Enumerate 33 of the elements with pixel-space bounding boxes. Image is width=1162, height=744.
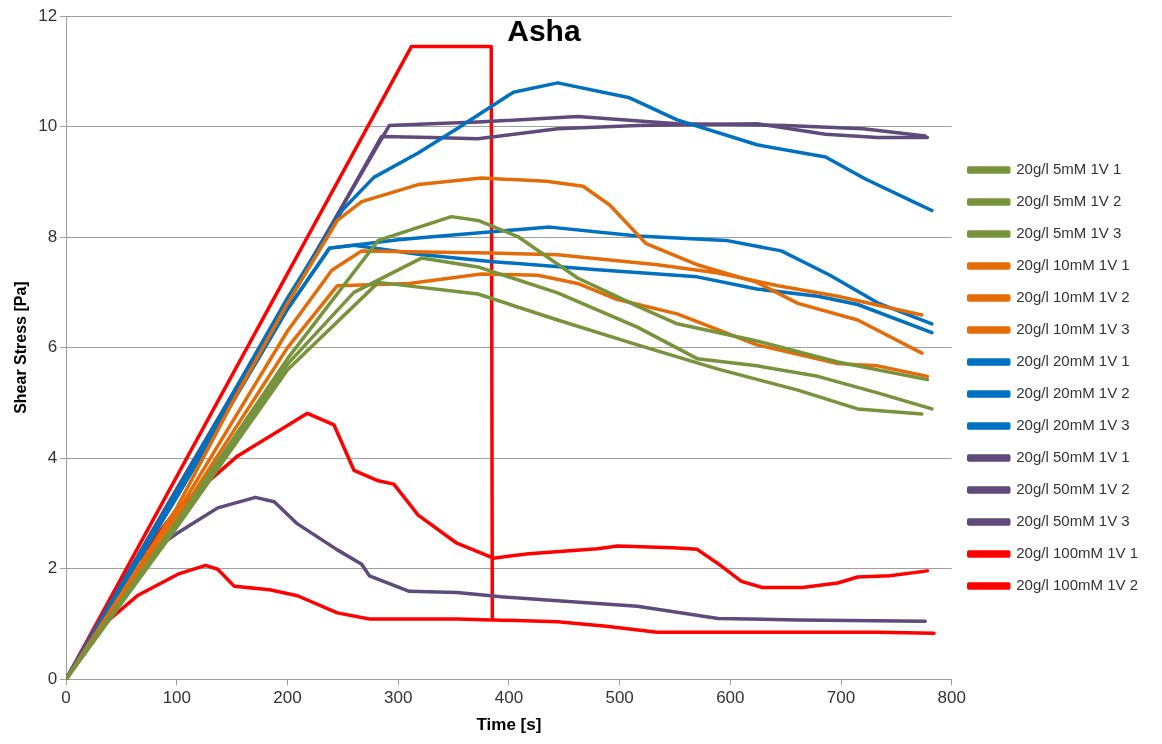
y-axis-title: Shear Stress [Pa] <box>12 281 30 414</box>
x-tick-label: 400 <box>494 688 524 708</box>
x-axis-title: Time [s] <box>476 715 542 735</box>
y-tick-label: 4 <box>47 447 58 467</box>
y-tick-label: 8 <box>47 226 58 246</box>
legend-label: 20g/l 20mM 1V 1 <box>1016 352 1130 370</box>
legend-label: 20g/l 5mM 1V 1 <box>1016 160 1122 178</box>
legend-label: 20g/l 10mM 1V 1 <box>1016 256 1130 274</box>
legend-label: 20g/l 10mM 1V 3 <box>1016 320 1130 338</box>
chart-title: Asha <box>507 14 581 48</box>
x-tick-label: 600 <box>716 688 745 708</box>
legend-label: 20g/l 50mM 1V 3 <box>1016 512 1130 530</box>
legend-label: 20g/l 5mM 1V 3 <box>1016 224 1122 242</box>
legend-label: 20g/l 5mM 1V 2 <box>1016 192 1122 210</box>
x-tick-label: 0 <box>61 688 71 708</box>
legend-label: 20g/l 50mM 1V 1 <box>1016 448 1130 466</box>
x-tick-label: 700 <box>826 688 856 708</box>
x-tick-label: 200 <box>273 688 302 708</box>
y-tick-label: 0 <box>47 668 58 688</box>
legend-label: 20g/l 20mM 1V 3 <box>1016 416 1130 434</box>
legend-label: 20g/l 10mM 1V 2 <box>1016 288 1130 306</box>
y-tick-label: 12 <box>38 5 58 25</box>
x-tick-label: 800 <box>937 688 966 708</box>
legend-label: 20g/l 100mM 1V 2 <box>1016 576 1139 594</box>
legend-label: 20g/l 50mM 1V 2 <box>1016 480 1130 498</box>
y-tick-label: 10 <box>38 116 58 136</box>
y-tick-label: 2 <box>47 558 58 578</box>
x-tick-label: 500 <box>605 688 634 708</box>
y-tick-label: 6 <box>47 337 58 357</box>
legend-label: 20g/l 100mM 1V 1 <box>1016 544 1139 562</box>
x-tick-label: 100 <box>162 688 191 708</box>
x-tick-label: 300 <box>384 688 413 708</box>
legend-label: 20g/l 20mM 1V 2 <box>1016 384 1130 402</box>
